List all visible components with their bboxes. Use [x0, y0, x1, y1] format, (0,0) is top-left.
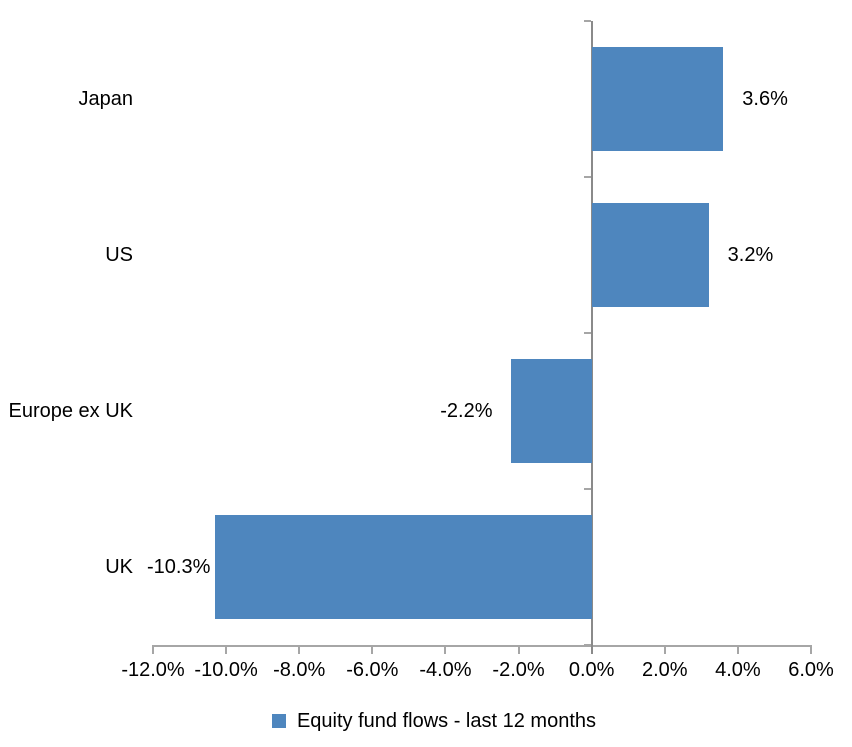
plot-area: -12.0% -10.0% -8.0% -6.0% -4.0% -2.0% 0.0% 2.0%…: [8, 20, 834, 681]
legend-swatch: [271, 714, 286, 728]
x-tick-label: -6.0%: [346, 659, 399, 681]
value-axis-line: [152, 645, 812, 647]
bar: [215, 515, 592, 619]
x-tick-label: -2.0%: [492, 659, 545, 681]
x-tick-label: 0.0%: [568, 659, 615, 681]
x-tick-label: -4.0%: [419, 659, 472, 681]
x-tick-label: 2.0%: [641, 659, 688, 681]
bar: [511, 359, 592, 463]
y-category-label: Japan: [78, 88, 134, 110]
bar: [591, 203, 709, 307]
category-axis-tick: [583, 332, 591, 334]
data-label: 3.6%: [742, 88, 788, 110]
category-axis-tick: [583, 176, 591, 178]
category-axis-line: [590, 21, 593, 654]
category-axis-tick: [583, 488, 591, 490]
x-tick-label: 4.0%: [715, 659, 761, 681]
bar: [591, 47, 724, 151]
data-label: 3.2%: [727, 244, 774, 266]
x-axis-tick: [517, 645, 520, 654]
legend: Equity fund flows - last 12 months: [8, 708, 852, 734]
legend-label: Equity fund flows - last 12 months: [296, 710, 597, 732]
x-tick-label: -12.0%: [121, 659, 185, 681]
x-tick-label: -10.0%: [194, 659, 258, 681]
y-category-label: Europe ex UK: [8, 400, 133, 422]
y-category-label: UK: [105, 556, 133, 578]
x-axis-tick: [736, 645, 739, 654]
category-axis-tick: [583, 644, 591, 646]
x-tick-label: -8.0%: [273, 659, 326, 681]
x-axis-tick: [225, 645, 228, 654]
x-axis-tick: [371, 645, 374, 654]
x-tick-label: 6.0%: [788, 659, 834, 681]
x-axis-tick: [298, 645, 301, 654]
x-axis-tick: [663, 645, 666, 654]
x-axis-tick: [810, 645, 812, 654]
data-label: -2.2%: [440, 400, 493, 422]
y-category-label: US: [105, 244, 133, 266]
x-axis-tick: [152, 645, 154, 654]
category-axis-tick: [583, 20, 591, 22]
data-label: -10.3%: [147, 556, 211, 578]
x-axis-tick: [444, 645, 447, 654]
